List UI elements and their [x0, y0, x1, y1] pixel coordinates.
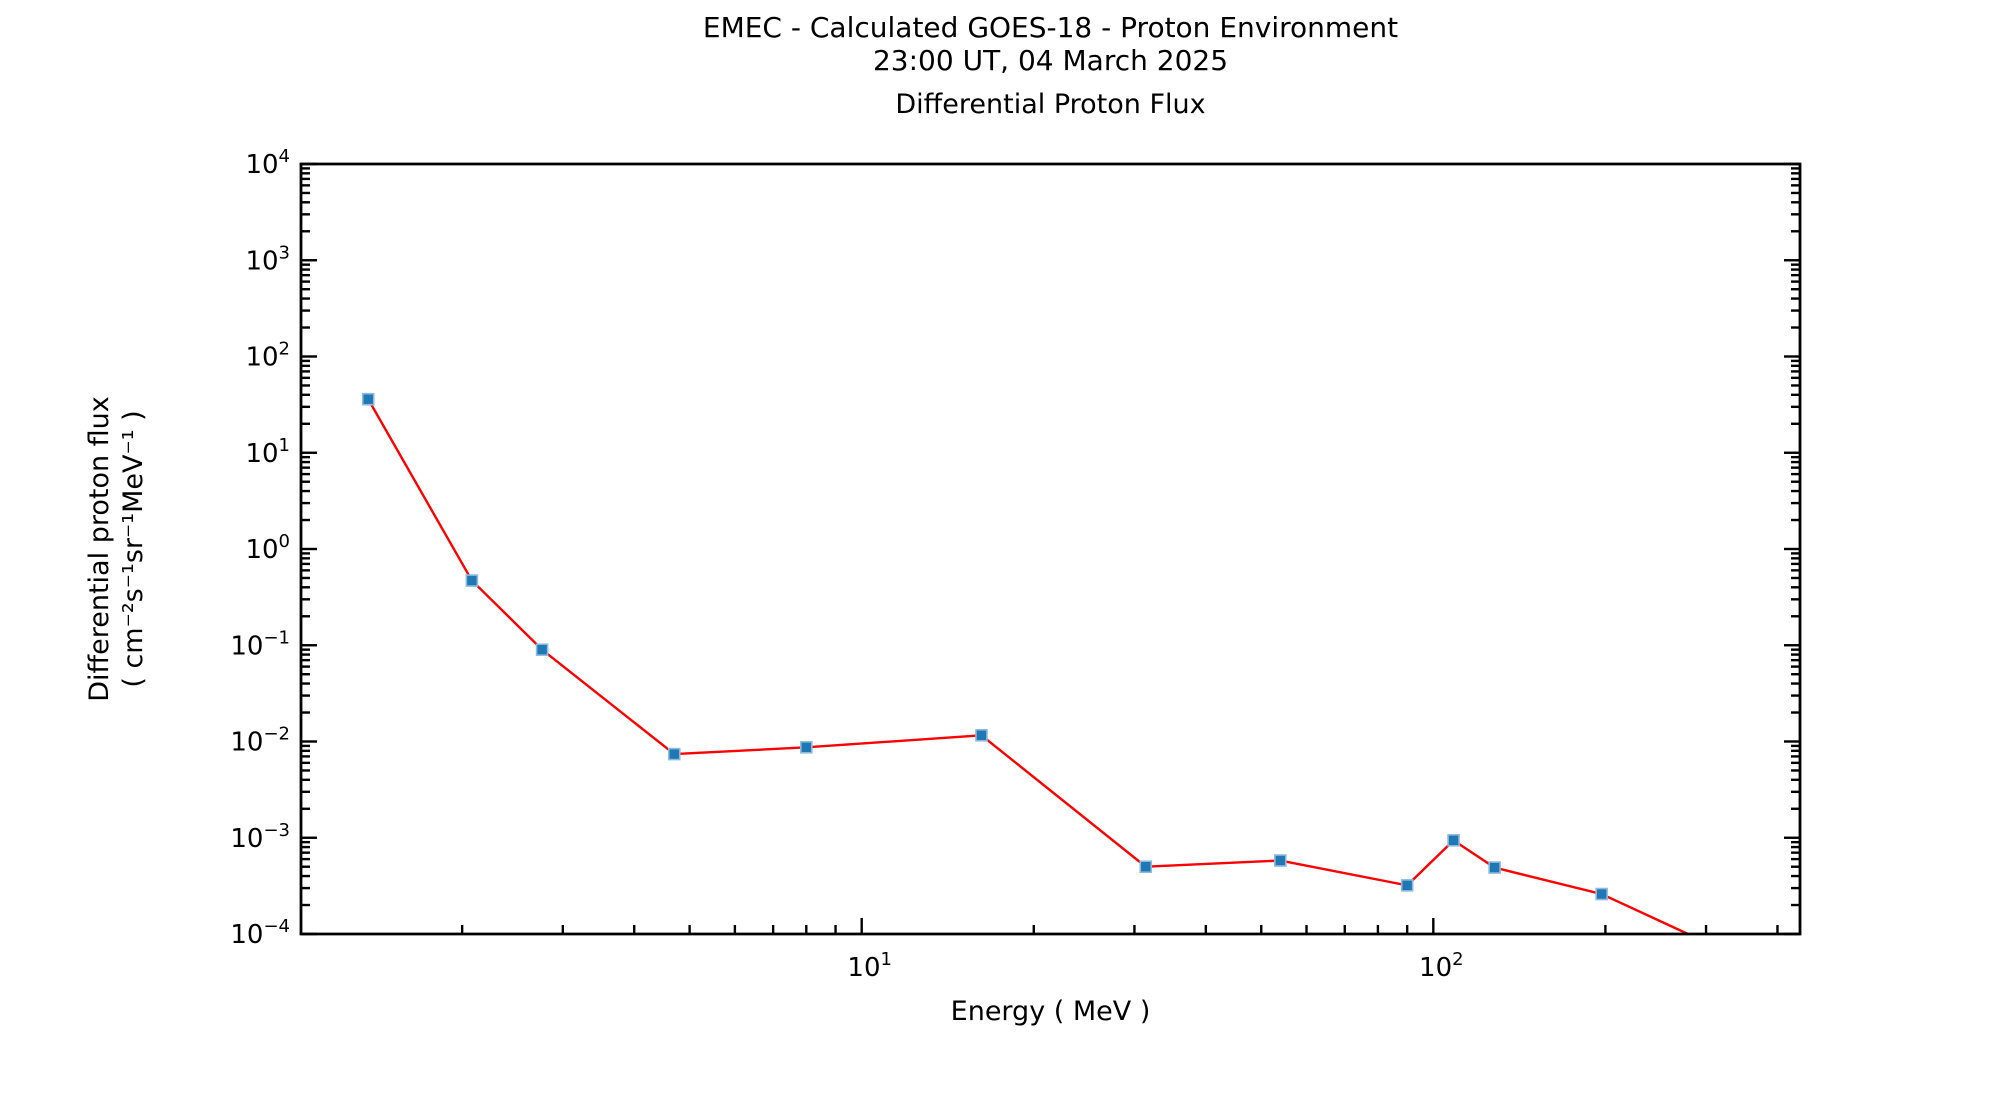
- data-point-marker: [1139, 860, 1153, 874]
- series-line: [367, 398, 1691, 934]
- data-point-marker: [975, 728, 988, 742]
- y-axis-label-line1: Differential proton flux: [84, 396, 115, 702]
- data-point-marker: [1447, 834, 1460, 847]
- y-tick-label: 101: [245, 435, 290, 469]
- axis-tick-labels: 101 102 104 103 102 101 100 10−1 10−2 10−3 10−4: [230, 146, 1463, 983]
- x-axis-label: Energy ( MeV ): [950, 996, 1151, 1027]
- axis-ticks: [301, 162, 1800, 936]
- y-tick-label: 100: [245, 531, 290, 565]
- data-point-marker: [1488, 861, 1501, 874]
- x-tick-label: 102: [1419, 949, 1464, 983]
- data-point-marker: [799, 741, 813, 754]
- figure-title-line1: EMEC - Calculated GOES-18 - Proton Envir…: [702, 11, 1399, 44]
- x-tick-label: 101: [847, 949, 892, 983]
- y-tick-label: 10−4: [230, 916, 290, 950]
- data-point-marker: [361, 392, 375, 406]
- y-axis-label-line2: ( cm⁻²s⁻¹sr⁻¹MeV⁻¹ ): [118, 410, 149, 688]
- data-point-marker: [1400, 879, 1414, 892]
- y-axis-label: Differential proton flux ( cm⁻²s⁻¹sr⁻¹Me…: [83, 199, 153, 899]
- y-tick-label: 102: [245, 339, 290, 373]
- data-point-marker: [667, 747, 681, 761]
- axes-spines: [299, 162, 1802, 936]
- data-point-marker: [535, 643, 549, 656]
- series-proton-flux: [361, 392, 1740, 961]
- data-point-marker: [1595, 887, 1608, 901]
- figure-title: EMEC - Calculated GOES-18 - Proton Envir…: [301, 11, 1800, 77]
- figure-title-line2: 23:00 UT, 04 March 2025: [872, 44, 1229, 77]
- data-point-marker: [465, 574, 479, 587]
- y-tick-label: 104: [245, 146, 290, 180]
- y-tick-label: 10−3: [230, 820, 290, 854]
- y-tick-label: 10−2: [230, 724, 290, 758]
- data-point-marker: [1729, 950, 1740, 961]
- y-tick-label: 103: [245, 242, 290, 276]
- axes-title: Differential Proton Flux: [895, 89, 1206, 120]
- y-tick-label: 10−1: [230, 627, 290, 661]
- data-point-marker: [1274, 854, 1287, 867]
